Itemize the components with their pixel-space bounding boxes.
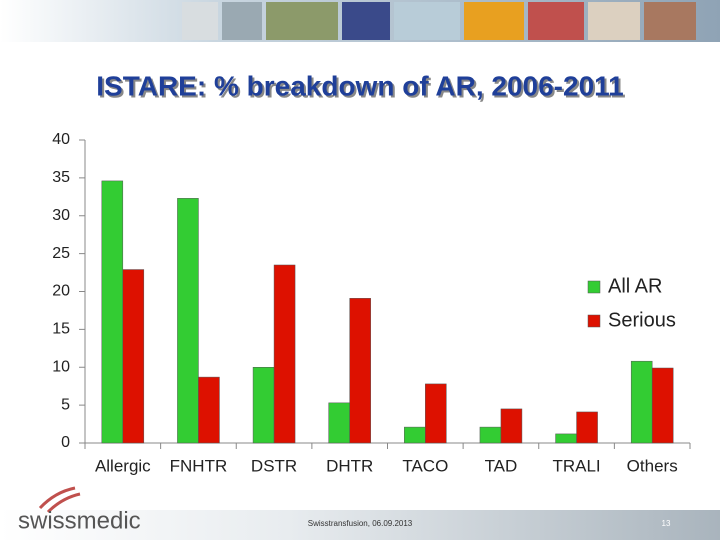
bar <box>177 198 199 444</box>
y-tick-label: 10 <box>52 358 70 375</box>
legend-label: All AR <box>608 275 662 297</box>
bar <box>349 298 371 444</box>
page-number: 13 <box>662 519 671 528</box>
legend-swatch <box>587 314 601 328</box>
bar <box>273 264 296 444</box>
y-tick-label: 0 <box>61 434 70 451</box>
bar <box>576 411 598 444</box>
x-tick-label: DHTR <box>326 456 373 475</box>
bar <box>630 360 653 444</box>
y-tick-label: 35 <box>52 169 70 186</box>
bar <box>425 383 447 444</box>
bar <box>252 367 275 444</box>
bar <box>198 376 220 444</box>
y-tick-label: 20 <box>52 283 70 300</box>
legend-swatch <box>587 280 601 294</box>
bar <box>328 402 350 444</box>
footer-band <box>0 510 720 540</box>
y-tick-label: 40 <box>52 131 70 148</box>
footer-event: Swisstransfusion, 06.09.2013 <box>308 519 413 528</box>
bar <box>651 367 674 444</box>
y-tick-label: 15 <box>52 321 70 338</box>
chart-title: ISTARE: % breakdown of AR, 2006-2011 <box>96 70 624 101</box>
bar <box>479 426 502 444</box>
x-tick-label: DSTR <box>251 456 297 475</box>
x-tick-label: Allergic <box>95 456 151 475</box>
x-tick-label: TAD <box>485 456 518 475</box>
x-tick-label: TRALI <box>552 456 600 475</box>
legend-label: Serious <box>608 309 676 331</box>
bar <box>122 269 145 444</box>
logo: swissmedic <box>18 507 141 534</box>
y-tick-label: 30 <box>52 207 70 224</box>
bar <box>555 433 577 444</box>
y-tick-label: 25 <box>52 245 70 262</box>
y-tick-label: 5 <box>61 396 70 413</box>
logo-mark <box>38 486 81 514</box>
bar <box>500 408 523 444</box>
header-photos <box>182 2 696 40</box>
x-tick-label: FNHTR <box>170 456 228 475</box>
x-tick-label: Others <box>627 456 678 475</box>
title-shadow: ISTARE: % breakdown of AR, 2006-2011 <box>98 72 626 103</box>
x-tick-label: TACO <box>402 456 448 475</box>
bar <box>404 426 426 444</box>
bar <box>101 180 124 444</box>
